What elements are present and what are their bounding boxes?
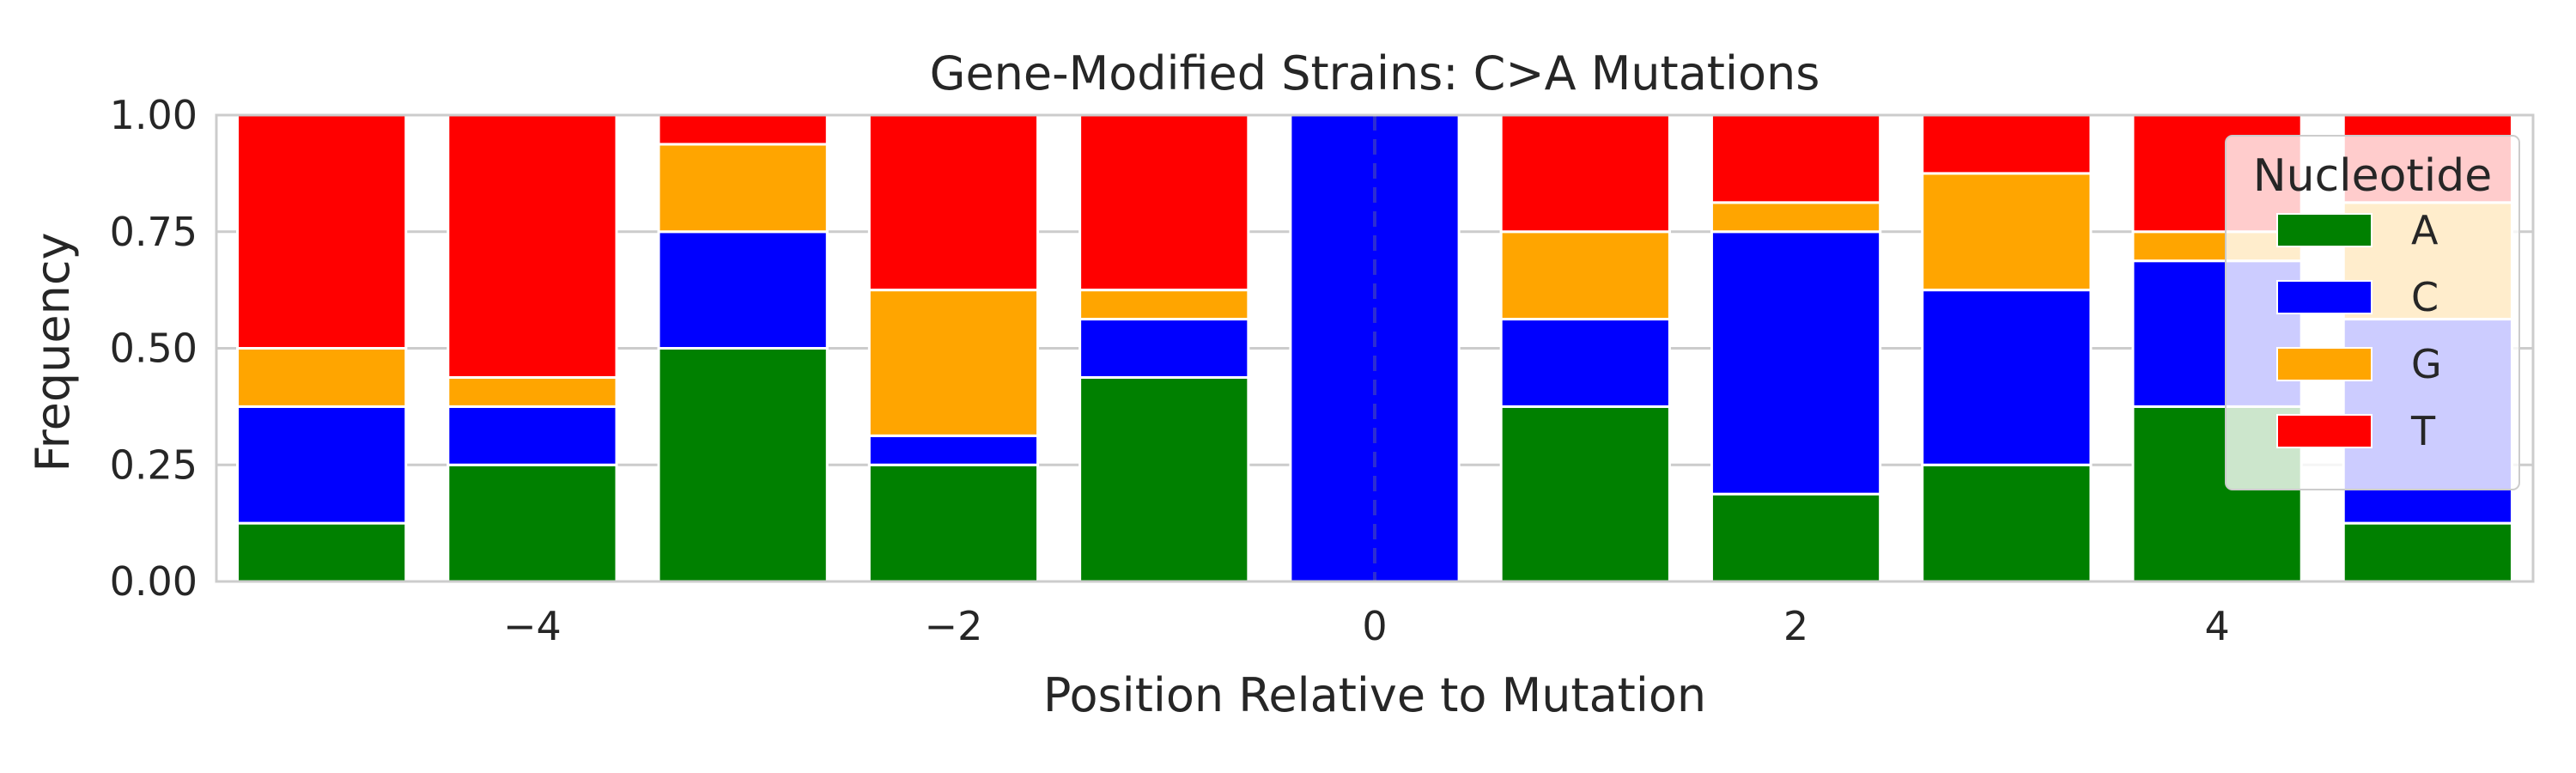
x-axis-label: Position Relative to Mutation xyxy=(1043,668,1706,722)
bar-segment-t xyxy=(1710,113,1882,204)
legend-label: C xyxy=(2411,274,2439,320)
bar-segment-a xyxy=(236,521,408,583)
bar-segment-c xyxy=(1499,318,1671,408)
bar-segment-g xyxy=(236,347,408,408)
bar-segment-c xyxy=(1710,230,1882,496)
legend-label: A xyxy=(2411,207,2439,253)
bar-segment-c xyxy=(657,230,829,350)
x-tick-label: −2 xyxy=(925,603,983,649)
bar-segment-a xyxy=(447,463,618,583)
y-tick-label: 1.00 xyxy=(110,92,197,138)
bar-segment-t xyxy=(236,113,408,350)
legend-title: Nucleotide xyxy=(2253,150,2493,202)
bar-segment-t xyxy=(1078,113,1250,292)
bar-segment-a xyxy=(1921,463,2093,583)
bar-segment-g xyxy=(1078,289,1250,321)
bar-segment-a xyxy=(1710,492,1882,583)
legend-label: G xyxy=(2411,341,2442,387)
bar-segment-g xyxy=(657,143,829,234)
bar-segment-g xyxy=(1921,172,2093,292)
bar-segment-a xyxy=(657,347,829,583)
chart-title: Gene-Modified Strains: C>A Mutations xyxy=(930,46,1820,100)
plot-frame xyxy=(215,113,2535,583)
bar-segment-t xyxy=(447,113,618,379)
bar-segment-t xyxy=(867,113,1040,292)
bar-segment-c xyxy=(236,405,408,525)
legend-swatch-t xyxy=(2276,414,2372,448)
x-tick-label: 4 xyxy=(2204,603,2229,649)
y-tick-label: 0.50 xyxy=(110,326,197,372)
bar-segment-t xyxy=(1499,113,1671,234)
bar-segment-t xyxy=(1921,113,2093,175)
bar-segment-c xyxy=(867,434,1040,466)
legend-swatch-g xyxy=(2276,347,2372,381)
bar-segment-a xyxy=(2342,521,2513,583)
bar-segment-c xyxy=(447,405,618,466)
y-tick-label: 0.00 xyxy=(110,558,197,605)
bar-segment-c xyxy=(1921,289,2093,466)
y-tick-label: 0.75 xyxy=(110,209,197,255)
y-tick-label: 0.25 xyxy=(110,441,197,488)
y-axis-ticks: 0.00 0.25 0.50 0.75 1.00 xyxy=(110,92,197,605)
x-tick-label: 2 xyxy=(1783,603,1808,649)
x-tick-label: 0 xyxy=(1362,603,1387,649)
bar-segment-g xyxy=(867,289,1040,437)
bar-segment-t xyxy=(657,113,829,146)
bar-segment-a xyxy=(1499,405,1671,583)
bar-segment-a xyxy=(867,463,1040,583)
y-axis-label: Frequency xyxy=(26,233,80,472)
bar-segment-g xyxy=(447,375,618,408)
legend-label: T xyxy=(2410,408,2436,454)
legend-swatch-a xyxy=(2276,213,2372,247)
bar-segment-c xyxy=(1078,318,1250,379)
legend-swatch-c xyxy=(2276,280,2372,314)
x-tick-label: −4 xyxy=(503,603,562,649)
bar-segment-a xyxy=(1078,375,1250,583)
x-axis-ticks: −4 −2 0 2 4 xyxy=(503,603,2230,649)
bar-segment-g xyxy=(1499,230,1671,321)
bar-segment-g xyxy=(1710,201,1882,234)
